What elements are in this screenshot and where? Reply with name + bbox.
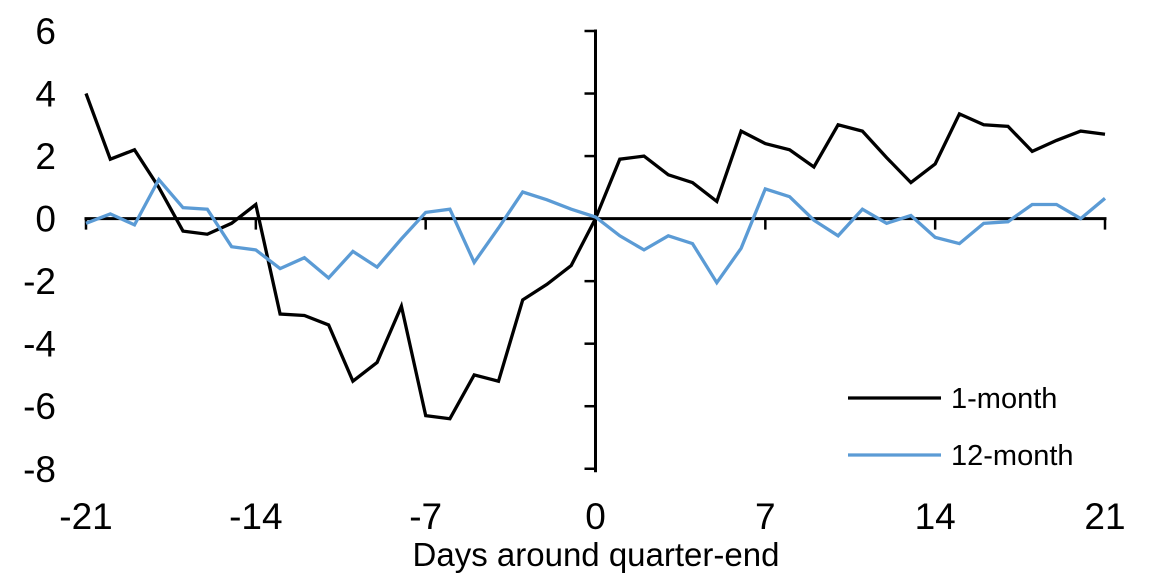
x-axis: -21 -14 -7 0 7 14 21	[59, 217, 1126, 537]
x-axis-ticks	[84, 218, 1107, 230]
legend-label-1-month: 1-month	[951, 383, 1057, 415]
y-axis-tick-label: 2	[35, 136, 56, 177]
legend: 1-month 12-month	[848, 383, 1074, 472]
y-axis-tick-label: -2	[23, 261, 56, 302]
y-axis: 6 4 2 0 -2 -4 -6 -8	[23, 11, 597, 490]
y-axis-ticks	[584, 29, 596, 470]
x-axis-title: Days around quarter-end	[413, 536, 780, 573]
y-axis-tick-label: -4	[23, 324, 56, 365]
y-axis-tick-label: 6	[35, 11, 56, 52]
x-axis-tick-label: 7	[755, 496, 776, 537]
x-axis-tick-label: -14	[229, 496, 282, 537]
y-axis-tick-label: 0	[35, 199, 56, 240]
series-lines	[84, 92, 1107, 421]
x-axis-tick-label: 14	[915, 496, 956, 537]
legend-item-1-month: 1-month	[848, 383, 1057, 415]
legend-label-12-month: 12-month	[951, 440, 1074, 472]
x-axis-tick-label: 21	[1084, 496, 1125, 537]
legend-item-12-month: 12-month	[848, 440, 1074, 472]
y-axis-tick-label: -6	[23, 386, 56, 427]
y-axis-tick-label: -8	[23, 449, 56, 490]
x-axis-tick-label: -7	[409, 496, 442, 537]
y-axis-tick-label: 4	[35, 74, 56, 115]
x-axis-tick-labels: -21 -14 -7 0 7 14 21	[59, 496, 1125, 537]
x-axis-tick-label: 0	[585, 496, 606, 537]
series-12-month-line	[85, 176, 1107, 286]
y-axis-tick-labels: 6 4 2 0 -2 -4 -6 -8	[23, 11, 56, 490]
x-axis-tick-label: -21	[59, 496, 112, 537]
